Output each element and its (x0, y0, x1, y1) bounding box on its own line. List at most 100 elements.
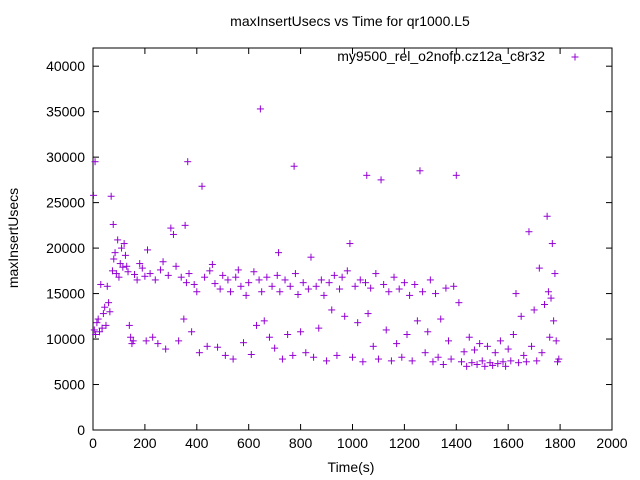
data-point (310, 353, 318, 361)
data-point (142, 337, 150, 345)
x-tick-label: 400 (185, 435, 209, 451)
data-point (515, 359, 523, 367)
data-point (273, 271, 281, 279)
data-point (245, 279, 253, 287)
data-point (284, 331, 292, 338)
data-point (164, 271, 172, 279)
data-point (114, 236, 122, 244)
data-point (460, 348, 468, 356)
data-point (320, 291, 328, 299)
data-point (395, 285, 403, 293)
data-point (538, 349, 546, 357)
data-point (124, 268, 132, 276)
data-point (385, 288, 393, 296)
data-point (429, 358, 437, 366)
data-point (351, 282, 359, 290)
data-point (547, 294, 555, 302)
y-tick-label: 30000 (46, 149, 85, 165)
data-point (93, 319, 101, 327)
y-tick-label: 15000 (46, 286, 85, 302)
data-point (289, 351, 297, 359)
x-tick-label: 200 (133, 435, 157, 451)
data-point (115, 273, 123, 281)
data-point (172, 262, 180, 270)
data-point (356, 276, 364, 284)
data-point (133, 276, 141, 284)
data-point (234, 266, 242, 274)
data-point (102, 321, 110, 329)
data-point (211, 280, 219, 288)
data-point (468, 359, 476, 367)
y-tick-label: 40000 (46, 58, 85, 74)
data-point (491, 349, 499, 357)
data-point (110, 255, 118, 263)
data-point (181, 221, 189, 229)
data-point (512, 290, 520, 298)
data-point (143, 246, 151, 254)
x-tick-label: 1800 (545, 435, 576, 451)
data-point (99, 310, 107, 318)
data-point (520, 351, 528, 359)
data-point (108, 267, 116, 275)
data-point (106, 308, 114, 316)
legend-label: my9500_rel_o2nofp.cz12a_c8r32 (337, 48, 545, 64)
data-point (413, 317, 421, 325)
data-point (95, 328, 103, 336)
data-point (550, 317, 558, 325)
data-point (129, 337, 137, 345)
data-point (203, 342, 211, 350)
x-tick-label: 800 (289, 435, 313, 451)
data-point (330, 271, 338, 279)
data-point (455, 299, 463, 307)
data-point (286, 282, 294, 290)
data-point (552, 337, 560, 345)
data-point (103, 282, 111, 290)
y-tick-label: 35000 (46, 104, 85, 120)
data-point (175, 337, 183, 345)
data-point (363, 171, 371, 179)
data-point (551, 270, 559, 278)
data-point (265, 333, 273, 341)
data-point (374, 355, 382, 363)
data-point (400, 279, 408, 287)
data-point (294, 290, 302, 298)
data-point (271, 344, 279, 352)
data-point (481, 362, 489, 370)
data-point (403, 331, 411, 338)
data-point (156, 266, 164, 274)
data-point (470, 346, 478, 354)
data-point (533, 357, 541, 365)
y-axis-label: maxInsertUsecs (5, 188, 21, 288)
data-point (297, 328, 305, 336)
data-point (219, 271, 227, 279)
data-point (146, 270, 154, 278)
data-point (276, 288, 284, 296)
data-point (336, 285, 344, 293)
data-point (437, 315, 445, 323)
data-point (424, 328, 432, 336)
data-point (393, 340, 401, 348)
data-point (408, 357, 416, 365)
data-point (188, 328, 196, 336)
data-point (206, 267, 214, 275)
data-point (90, 191, 98, 199)
data-point (131, 270, 139, 278)
x-tick-label: 2000 (596, 435, 627, 451)
data-point (530, 306, 538, 314)
data-point (343, 267, 351, 275)
data-point (107, 192, 115, 200)
data-point (419, 288, 427, 296)
data-point (315, 324, 323, 332)
data-point (111, 249, 119, 257)
data-point (341, 312, 349, 320)
data-point (548, 240, 556, 248)
data-point (250, 268, 258, 276)
data-point (478, 357, 486, 365)
data-point (256, 105, 264, 113)
data-points (90, 105, 563, 370)
data-point (151, 276, 159, 284)
data-point (120, 240, 128, 248)
data-point (541, 300, 549, 308)
data-point (372, 270, 380, 278)
